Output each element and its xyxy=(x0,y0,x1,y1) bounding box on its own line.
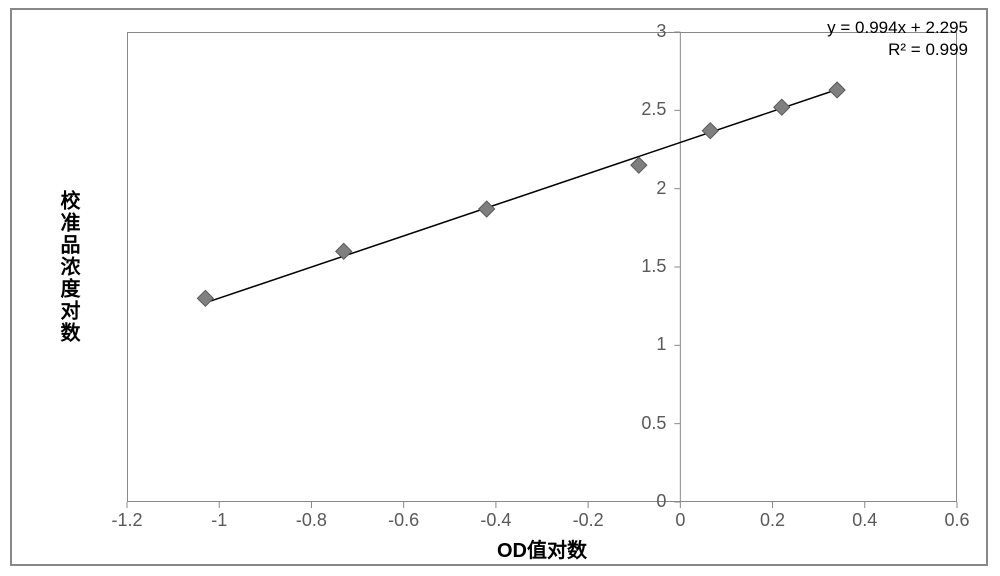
x-tick-label: 0 xyxy=(650,510,710,531)
y-tick-label: 2.5 xyxy=(641,99,666,120)
x-tick-label: 0.4 xyxy=(835,510,895,531)
chart-outer-border: 校准品浓度对数 OD值对数 y = 0.994x + 2.295 R² = 0.… xyxy=(10,8,988,566)
y-axis-title: 校准品浓度对数 xyxy=(54,117,83,418)
x-tick-label: -0.6 xyxy=(374,510,434,531)
y-tick-label: 0 xyxy=(656,491,666,512)
equation-r2: R² = 0.999 xyxy=(888,40,968,60)
y-tick-label: 3 xyxy=(656,21,666,42)
x-axis-title: OD值对数 xyxy=(127,534,957,563)
y-tick-label: 1 xyxy=(656,334,666,355)
x-tick-label: -1 xyxy=(189,510,249,531)
x-tick-label: -0.8 xyxy=(281,510,341,531)
chart-container: 校准品浓度对数 OD值对数 y = 0.994x + 2.295 R² = 0.… xyxy=(12,10,986,564)
x-tick-label: 0.2 xyxy=(743,510,803,531)
x-tick-label: -0.2 xyxy=(558,510,618,531)
y-tick-label: 1.5 xyxy=(641,256,666,277)
y-tick-label: 0.5 xyxy=(641,413,666,434)
plot-area xyxy=(127,32,957,502)
y-tick-label: 2 xyxy=(656,178,666,199)
x-tick-label: 0.6 xyxy=(927,510,987,531)
x-tick-label: -0.4 xyxy=(466,510,526,531)
x-tick-label: -1.2 xyxy=(97,510,157,531)
equation-line-1: y = 0.994x + 2.295 xyxy=(827,18,968,38)
